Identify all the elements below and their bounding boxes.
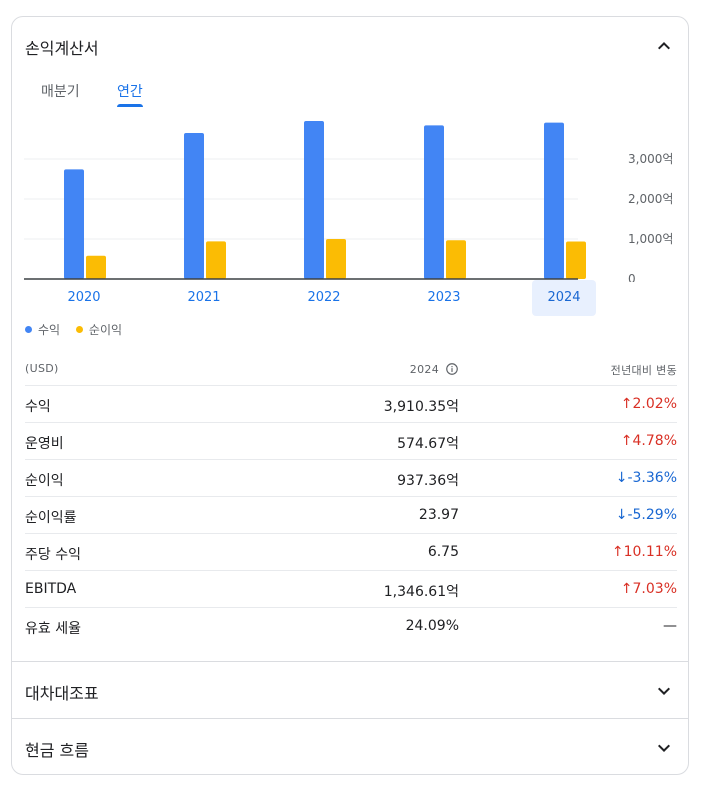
- row-label: 운영비: [25, 436, 64, 452]
- info-icon[interactable]: [445, 362, 459, 376]
- tab-annual-label: 연간: [117, 84, 143, 100]
- bar-net-income[interactable]: [566, 241, 586, 279]
- table-row: 주당 수익 6.75 ↑10.11%: [25, 534, 677, 571]
- year-column-header: 2024: [410, 362, 459, 376]
- row-change-value: —: [663, 618, 677, 634]
- arrow-down-icon: ↓: [615, 507, 628, 523]
- row-change-value: 2.02%: [632, 396, 677, 412]
- year-button-2023[interactable]: 2023: [427, 290, 461, 305]
- row-change: ↑4.78%: [621, 433, 677, 449]
- arrow-up-icon: ↑: [620, 581, 633, 597]
- row-change: ↑7.03%: [621, 581, 677, 597]
- balance-sheet-title: 대차대조표: [25, 684, 99, 703]
- legend-dot-net-income: [75, 326, 83, 333]
- period-tabs: 매분기 연간: [12, 77, 688, 111]
- y-tick-label: 2,000억: [628, 192, 673, 206]
- chevron-down-icon[interactable]: [652, 679, 676, 703]
- row-change-value: -5.29%: [627, 507, 677, 523]
- row-change: ↑2.02%: [621, 396, 677, 412]
- row-value: 6.75: [427, 544, 459, 560]
- table-header: (USD) 2024 전년대비 변동: [25, 352, 677, 386]
- table-row: EBITDA 1,346.61억 ↑7.03%: [25, 571, 677, 608]
- row-change-value: 7.03%: [632, 581, 677, 597]
- row-change-value: 4.78%: [632, 433, 677, 449]
- bar-revenue[interactable]: [304, 121, 324, 279]
- bar-net-income[interactable]: [446, 240, 466, 279]
- row-change: ↑10.11%: [612, 544, 677, 560]
- legend-item-revenue: 수익: [25, 321, 60, 338]
- row-value: 3,910.35억: [383, 399, 459, 415]
- year-button-2021[interactable]: 2021: [187, 290, 221, 305]
- change-column-header: 전년대비 변동: [610, 364, 677, 377]
- year-button-2020[interactable]: 2020: [67, 290, 101, 305]
- row-change-value: 10.11%: [623, 544, 677, 560]
- table-row: 수익 3,910.35억 ↑2.02%: [25, 386, 677, 423]
- bar-revenue[interactable]: [64, 169, 84, 279]
- legend-label-revenue: 수익: [38, 323, 61, 337]
- card-title: 손익계산서: [25, 39, 99, 58]
- row-label: 순이익률: [25, 510, 77, 526]
- y-tick-label: 1,000억: [628, 232, 673, 246]
- row-change: ↓-5.29%: [616, 507, 677, 523]
- bar-revenue[interactable]: [544, 122, 564, 279]
- legend-label-net-income: 순이익: [88, 323, 123, 337]
- year-button-2024[interactable]: 2024: [532, 280, 596, 316]
- row-change-value: -3.36%: [627, 470, 677, 486]
- table-row: 순이익률 23.97 ↓-5.29%: [25, 497, 677, 534]
- arrow-up-icon: ↑: [620, 396, 633, 412]
- year-column-label: 2024: [409, 363, 439, 376]
- arrow-up-icon: ↑: [620, 433, 633, 449]
- row-label: 수익: [25, 399, 51, 415]
- row-label: 순이익: [25, 473, 64, 489]
- row-value: 1,346.61억: [383, 584, 459, 600]
- legend-dot-revenue: [25, 326, 32, 333]
- y-tick-label: 0: [628, 272, 636, 282]
- table-row: 순이익 937.36억 ↓-3.36%: [25, 460, 677, 497]
- bar-revenue[interactable]: [424, 125, 444, 280]
- tab-active-indicator: [117, 104, 143, 107]
- income-statement-header[interactable]: 손익계산서: [12, 17, 688, 75]
- row-value: 24.09%: [405, 618, 459, 634]
- balance-sheet-section[interactable]: 대차대조표: [12, 661, 688, 718]
- chart-legend: 수익 순이익: [25, 321, 134, 337]
- cash-flow-title: 현금 흐름: [25, 741, 89, 760]
- bar-revenue[interactable]: [184, 133, 204, 279]
- tab-quarterly[interactable]: 매분기: [41, 81, 80, 107]
- tab-annual[interactable]: 연간: [117, 81, 143, 107]
- y-tick-label: 3,000억: [628, 152, 673, 166]
- bar-net-income[interactable]: [86, 255, 106, 279]
- tab-quarterly-label: 매분기: [41, 84, 80, 100]
- chevron-up-icon[interactable]: [652, 34, 676, 58]
- bar-net-income[interactable]: [326, 239, 346, 279]
- row-value: 23.97: [418, 507, 459, 523]
- table-body: 수익 3,910.35억 ↑2.02% 운영비 574.67억 ↑4.78% 순이익 937.…: [25, 386, 677, 645]
- row-label: 유효 세율: [25, 621, 81, 637]
- row-label: 주당 수익: [25, 547, 81, 563]
- chevron-down-icon[interactable]: [652, 736, 676, 760]
- financials-table: (USD) 2024 전년대비 변동 수익 3,910.35억 ↑2.02% 운영비 5…: [25, 352, 677, 645]
- table-row: 유효 세율 24.09% —: [25, 608, 677, 645]
- row-change: —: [663, 618, 677, 634]
- row-value: 937.36억: [397, 473, 459, 489]
- bar-net-income[interactable]: [206, 241, 226, 279]
- legend-item-net-income: 순이익: [75, 321, 123, 338]
- chart-svg: 0 1,000억 2,000억 3,000억: [24, 121, 673, 282]
- cash-flow-section[interactable]: 현금 흐름: [12, 718, 688, 775]
- arrow-up-icon: ↑: [611, 544, 624, 560]
- row-value: 574.67억: [397, 436, 459, 452]
- row-label: EBITDA: [25, 581, 77, 597]
- revenue-chart: 0 1,000억 2,000억 3,000억: [12, 112, 688, 342]
- table-row: 운영비 574.67억 ↑4.78%: [25, 423, 677, 460]
- row-change: ↓-3.36%: [616, 470, 677, 486]
- currency-label: (USD): [25, 362, 59, 375]
- year-button-2022[interactable]: 2022: [307, 290, 341, 305]
- income-statement-card: 손익계산서 매분기 연간 0 1,000억 2,000억 3,000억 2020 202…: [11, 16, 689, 775]
- arrow-down-icon: ↓: [615, 470, 628, 486]
